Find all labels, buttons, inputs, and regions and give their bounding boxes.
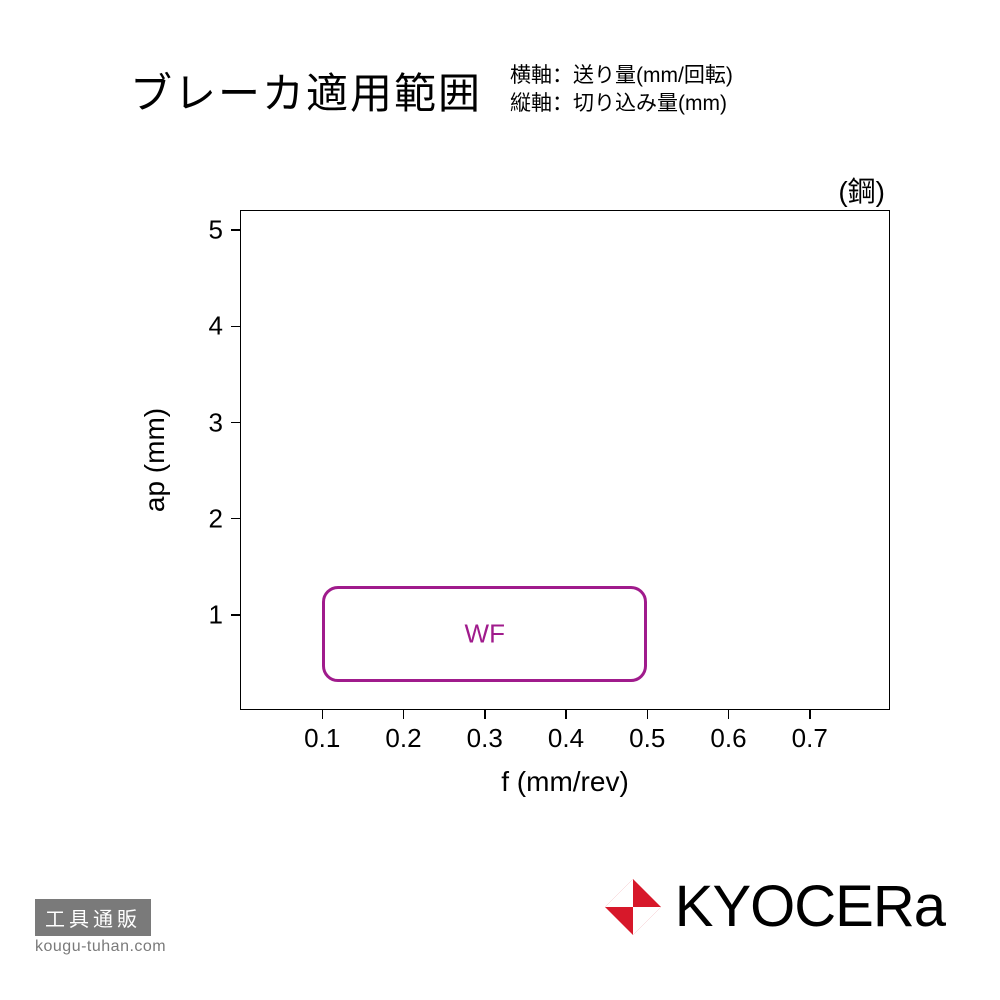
x-tick-label: 0.2: [385, 723, 421, 754]
x-tick: [484, 709, 486, 719]
material-label: (鋼): [838, 170, 885, 210]
shop-badge: 工具通販: [35, 899, 151, 936]
kyocera-icon: [603, 877, 663, 937]
axis-legend: 横軸：送り量(mm/回転) 縦軸：切り込み量(mm): [510, 62, 733, 119]
y-tick: [231, 422, 241, 424]
x-tick: [809, 709, 811, 719]
x-tick-label: 0.3: [467, 723, 503, 754]
y-tick-label: 5: [209, 215, 223, 246]
x-tick: [647, 709, 649, 719]
x-tick-label: 0.6: [710, 723, 746, 754]
y-tick-label: 3: [209, 407, 223, 438]
y-tick: [231, 326, 241, 328]
shop-url: kougu-tuhan.com: [35, 938, 166, 956]
x-tick: [322, 709, 324, 719]
region-label: WF: [465, 619, 505, 650]
x-tick: [403, 709, 405, 719]
x-tick-label: 0.5: [629, 723, 665, 754]
x-tick: [565, 709, 567, 719]
legend-y: 縦軸：切り込み量(mm): [510, 90, 733, 118]
x-tick: [728, 709, 730, 719]
y-tick: [231, 614, 241, 616]
x-tick-label: 0.4: [548, 723, 584, 754]
chart-title: ブレーカ適用範囲: [130, 60, 482, 121]
x-tick-label: 0.7: [792, 723, 828, 754]
shop-info: 工具通販 kougu-tuhan.com: [35, 899, 166, 956]
x-axis-label: f (mm/rev): [501, 766, 629, 798]
legend-x: 横軸：送り量(mm/回転): [510, 62, 733, 90]
y-tick: [231, 229, 241, 231]
x-tick-label: 0.1: [304, 723, 340, 754]
chart: 123450.10.20.30.40.50.60.7WF ap (mm) f (…: [240, 210, 890, 710]
plot-area: 123450.10.20.30.40.50.60.7WF: [240, 210, 890, 710]
y-tick-label: 2: [209, 503, 223, 534]
brand-name: KYOCERa: [675, 873, 945, 940]
y-tick: [231, 518, 241, 520]
y-axis-label: ap (mm): [139, 408, 171, 512]
y-tick-label: 4: [209, 311, 223, 342]
region-box: WF: [322, 586, 647, 682]
brand-logo: KYOCERa: [603, 873, 945, 940]
y-tick-label: 1: [209, 599, 223, 630]
